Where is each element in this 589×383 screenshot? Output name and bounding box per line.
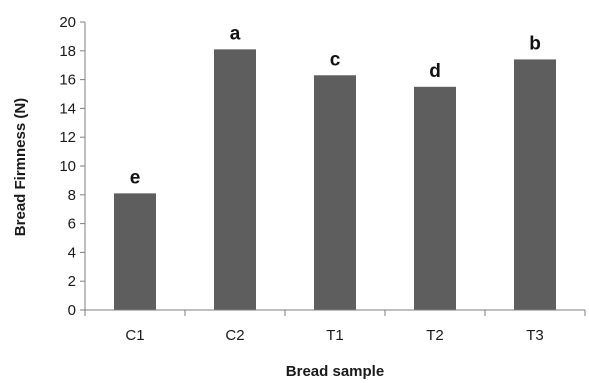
y-tick-label: 20	[59, 14, 76, 31]
bar-data-labels: e a c d b	[130, 23, 541, 188]
bar-t2	[414, 86, 456, 310]
y-tick-label: 10	[59, 158, 76, 175]
bar-data-label: a	[230, 23, 241, 44]
x-tick-label: T1	[326, 327, 344, 344]
bar-c2	[214, 49, 256, 311]
x-tick-label: C1	[125, 327, 144, 344]
y-tick-label: 14	[59, 100, 76, 117]
y-tick-label: 12	[59, 129, 76, 146]
x-tick-label: T2	[426, 327, 444, 344]
bar-data-label: e	[130, 167, 141, 188]
bar-data-label: b	[529, 33, 541, 54]
bar-series	[114, 49, 556, 311]
bar-c1	[114, 193, 156, 310]
y-tick-label: 8	[68, 187, 76, 204]
y-axis-title: Bread Firmness (N)	[12, 98, 29, 236]
y-tick-label: 18	[59, 43, 76, 60]
bar-data-label: d	[429, 61, 441, 82]
x-tick-label: C2	[225, 327, 244, 344]
x-axis-ticks: C1 C2 T1 T2 T3	[84, 310, 586, 344]
y-tick-label: 16	[59, 72, 76, 89]
bar-t1	[314, 75, 356, 310]
x-tick-label: T3	[526, 327, 544, 344]
y-axis-ticks: 0 2 4 6 8 10 12 14 16 18 20	[59, 14, 85, 319]
x-axis-title: Bread sample	[286, 363, 384, 380]
y-tick-label: 2	[68, 273, 76, 290]
bar-t3	[514, 59, 556, 310]
y-tick-label: 4	[68, 244, 76, 261]
y-tick-label: 6	[68, 216, 76, 233]
y-tick-label: 0	[68, 302, 76, 319]
bar-data-label: c	[330, 49, 341, 70]
